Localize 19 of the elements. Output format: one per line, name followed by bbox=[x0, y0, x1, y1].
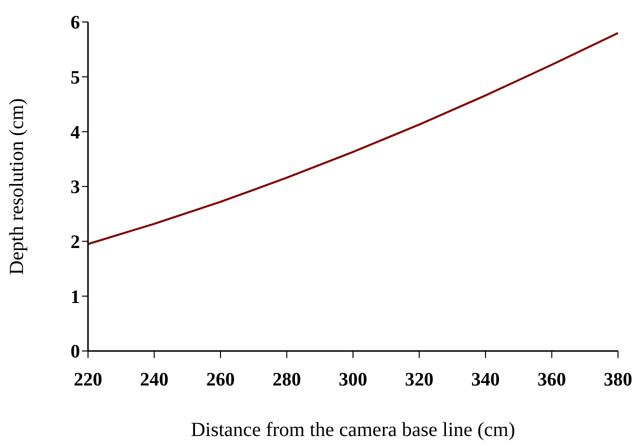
y-tick-label: 3 bbox=[70, 177, 80, 198]
y-axis-title: Depth resolution (cm) bbox=[6, 98, 28, 275]
y-tick-label: 6 bbox=[70, 12, 80, 34]
y-tick-label: 0 bbox=[70, 342, 80, 363]
x-tick-label: 240 bbox=[140, 369, 168, 390]
x-axis-title: Distance from the camera base line (cm) bbox=[190, 419, 516, 441]
x-tick-label: 340 bbox=[471, 369, 500, 390]
x-tick-label: 320 bbox=[405, 369, 434, 390]
x-tick-label: 220 bbox=[74, 369, 102, 390]
x-tick-label: 260 bbox=[206, 369, 235, 390]
x-tick-label: 380 bbox=[604, 369, 632, 390]
y-tick-label: 1 bbox=[70, 286, 80, 308]
line-series bbox=[88, 32, 618, 246]
y-tick-label: 2 bbox=[70, 232, 80, 254]
x-tick-label: 360 bbox=[538, 369, 566, 390]
y-tick-label: 4 bbox=[70, 122, 80, 144]
x-tick-label: 280 bbox=[272, 369, 301, 390]
y-tick-label: 5 bbox=[70, 68, 80, 89]
x-tick-label: 300 bbox=[338, 369, 368, 390]
